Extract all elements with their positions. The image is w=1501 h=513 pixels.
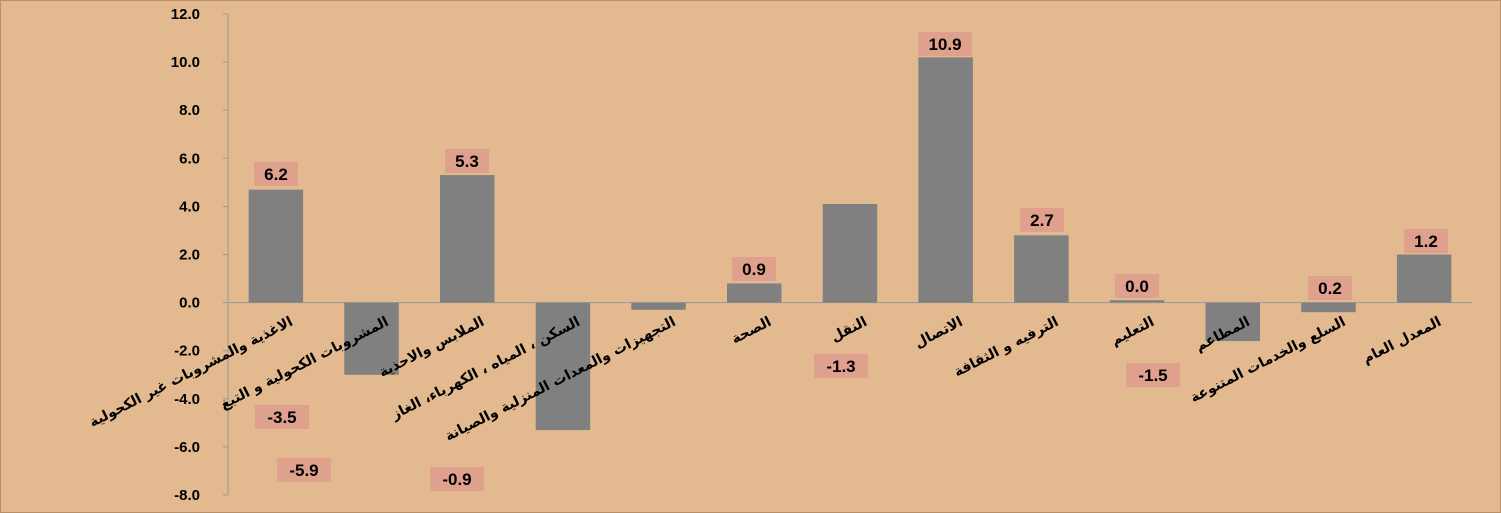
data-label-box [445, 149, 489, 173]
y-axis: 12.0 10.0 8.0 6.0 4.0 2.0 0.0 -2.0 -4.0 -6.0 -8.0 [171, 6, 229, 504]
data-label-box [1404, 229, 1448, 253]
data-label-text: -5.9 [289, 461, 318, 480]
data-label-text: -0.9 [442, 470, 471, 489]
data-label-box [1126, 363, 1180, 387]
bar [248, 189, 304, 303]
data-label-text: -1.5 [1138, 366, 1167, 385]
data-label-box [430, 467, 484, 491]
y-tick-label: -6.0 [174, 439, 200, 456]
data-label: 0.0 [1115, 274, 1159, 298]
y-tick-label: 8.0 [179, 102, 200, 119]
data-label-box [1308, 276, 1352, 300]
y-tick-label: 4.0 [179, 198, 200, 215]
category-label: الترفيه و الثقافة [951, 314, 1061, 380]
bar [535, 302, 591, 431]
data-label: -0.9 [430, 467, 484, 491]
bar [727, 283, 782, 303]
category-label: التعليم [1109, 314, 1157, 349]
data-label-text: 0.2 [1318, 279, 1342, 298]
y-tick-label: 10.0 [171, 54, 200, 71]
data-label-box [918, 32, 972, 56]
data-label-text: 2.7 [1030, 211, 1054, 230]
y-tick-label: 12.0 [171, 6, 200, 23]
data-label-text: 0.0 [1125, 277, 1149, 296]
data-label: 0.2 [1308, 276, 1352, 300]
bar [1205, 302, 1260, 342]
data-label-box [1115, 274, 1159, 298]
bar [918, 57, 973, 303]
y-tick-label: -4.0 [174, 391, 200, 408]
data-label-text: -3.5 [267, 408, 296, 427]
data-label: -3.5 [255, 405, 309, 429]
data-label: 6.2 [254, 162, 298, 186]
bar [1014, 235, 1069, 303]
data-label-box [732, 257, 776, 281]
data-label-box [255, 405, 309, 429]
data-label-box [1020, 208, 1064, 232]
data-label-box [254, 162, 298, 186]
data-labels: 6.2 -3.5 5.3 -5.9 -0.9 0.9 -1.3 10.9 2.7 0.0 -1.5 0… [254, 32, 1448, 491]
y-tick-label: 2.0 [179, 247, 200, 264]
y-tick-label: -2.0 [174, 343, 200, 360]
category-label: الصحة [729, 314, 774, 348]
data-label: 1.2 [1404, 229, 1448, 253]
data-label: -1.5 [1126, 363, 1180, 387]
data-label: 2.7 [1020, 208, 1064, 232]
y-tick-label: 6.0 [179, 150, 200, 167]
category-label: الاتصال [912, 314, 965, 352]
data-label: -5.9 [277, 458, 331, 482]
category-label: المعدل العام [1360, 314, 1444, 367]
data-label: 10.9 [918, 32, 972, 56]
bar [440, 175, 495, 303]
bar [1109, 300, 1165, 303]
data-label-text: 1.2 [1414, 232, 1438, 251]
category-label: النقل [828, 314, 869, 346]
y-tick-label: 0.0 [179, 295, 200, 312]
data-label: -1.3 [814, 354, 868, 378]
bar [822, 204, 878, 303]
bars [248, 57, 1452, 431]
data-label-text: 10.9 [928, 35, 961, 54]
bar [1301, 302, 1356, 313]
data-label-text: 6.2 [264, 165, 288, 184]
data-label-text: 5.3 [455, 152, 479, 171]
data-label-text: 0.9 [742, 260, 766, 279]
bar [344, 302, 399, 375]
data-label-box [277, 458, 331, 482]
data-label-text: -1.3 [826, 357, 855, 376]
bar [1396, 254, 1452, 303]
data-label: 0.9 [732, 257, 776, 281]
bar [631, 302, 686, 310]
y-tick-label: -8.0 [174, 487, 200, 504]
data-label: 5.3 [445, 149, 489, 173]
data-label-box [814, 354, 868, 378]
